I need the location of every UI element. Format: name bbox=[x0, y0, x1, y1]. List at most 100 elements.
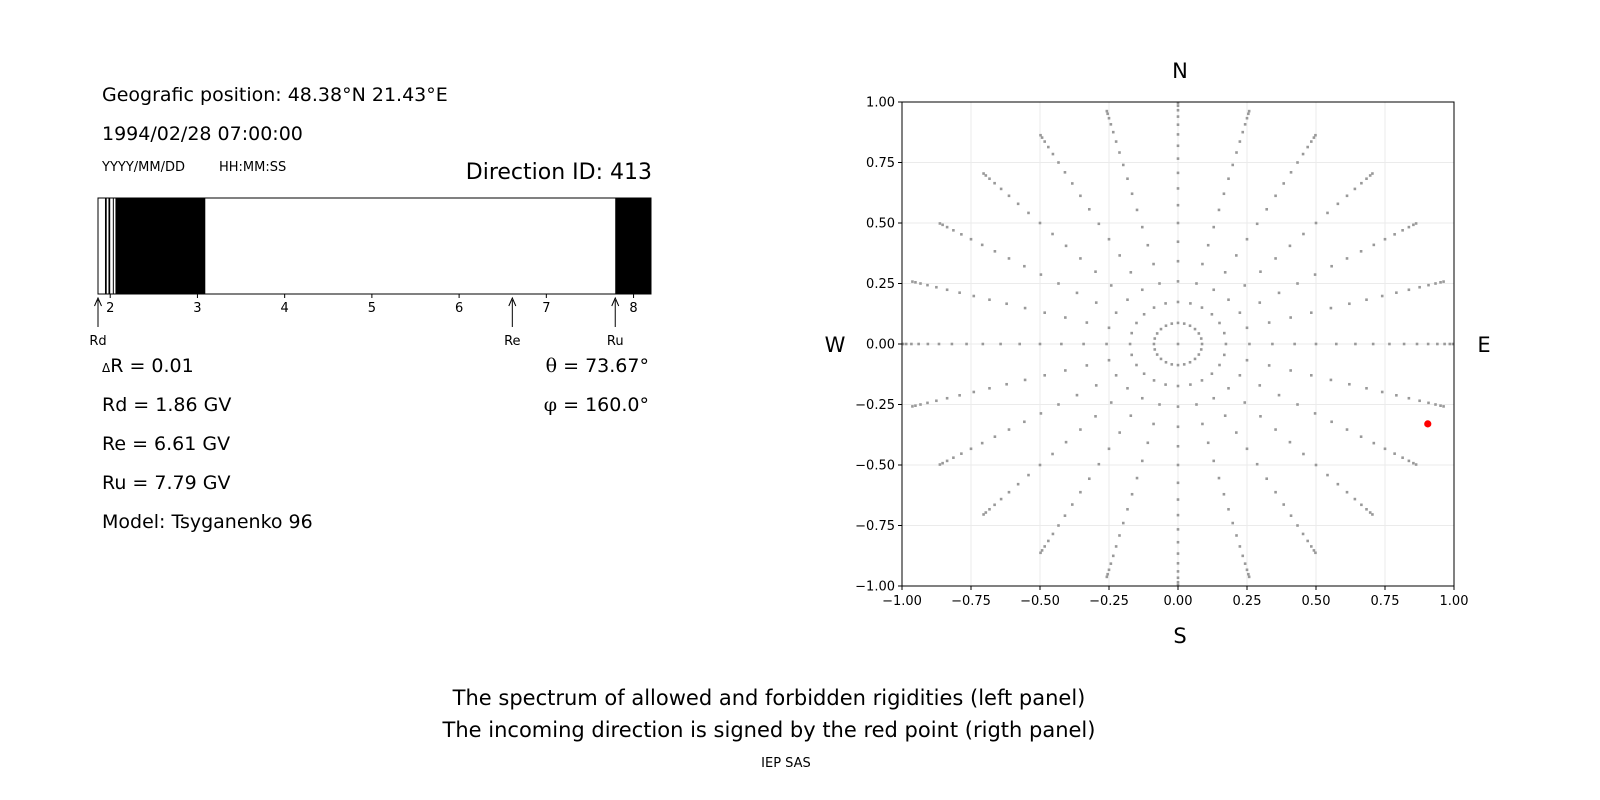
direction-point bbox=[1258, 384, 1262, 387]
direction-point bbox=[988, 177, 991, 181]
direction-point bbox=[1227, 386, 1230, 390]
direction-point bbox=[1255, 462, 1259, 466]
direction-point bbox=[1075, 291, 1079, 295]
direction-point bbox=[1063, 171, 1067, 174]
x-tick-label: −1.00 bbox=[882, 594, 922, 609]
direction-point bbox=[1155, 353, 1159, 356]
date-format-label: YYYY/MM/DD bbox=[102, 160, 185, 175]
direction-point bbox=[1348, 302, 1351, 306]
direction-point bbox=[1243, 401, 1247, 404]
x-tick-label: 0.75 bbox=[1371, 594, 1400, 609]
direction-point bbox=[1126, 177, 1129, 181]
direction-point bbox=[1383, 447, 1387, 451]
direction-point bbox=[1176, 123, 1180, 126]
direction-point bbox=[1243, 123, 1247, 126]
direction-point bbox=[901, 342, 905, 346]
x-tick-label: −0.75 bbox=[951, 594, 991, 609]
direction-point bbox=[1241, 130, 1245, 134]
direction-point bbox=[926, 342, 930, 346]
direction-point bbox=[1265, 477, 1269, 481]
direction-point bbox=[1176, 104, 1180, 107]
direction-point bbox=[982, 172, 985, 175]
direction-point bbox=[1176, 300, 1180, 304]
direction-point bbox=[960, 233, 963, 236]
direction-point bbox=[1330, 264, 1333, 268]
direction-point bbox=[1129, 271, 1133, 274]
direction-point bbox=[1282, 182, 1286, 185]
phi-value: φ = 160.0° bbox=[544, 394, 649, 416]
marker-label-re: Re bbox=[504, 334, 520, 349]
direction-point bbox=[1023, 306, 1027, 310]
direction-point bbox=[1158, 282, 1161, 285]
direction-point bbox=[1188, 324, 1192, 328]
direction-point bbox=[1107, 237, 1111, 241]
direction-point bbox=[1258, 301, 1262, 304]
direction-point bbox=[1079, 428, 1082, 431]
direction-point bbox=[1426, 342, 1430, 346]
direction-point bbox=[1118, 534, 1121, 537]
direction-point bbox=[1176, 562, 1180, 565]
direction-point bbox=[1255, 222, 1259, 226]
direction-point bbox=[993, 250, 997, 253]
direction-point bbox=[1306, 145, 1309, 149]
y-tick-label: −1.00 bbox=[855, 580, 895, 595]
direction-point bbox=[1306, 539, 1309, 543]
direction-point bbox=[1439, 281, 1442, 284]
direction-point bbox=[917, 342, 920, 346]
direction-point bbox=[1039, 551, 1042, 555]
direction-point bbox=[1038, 221, 1042, 225]
direction-point bbox=[1301, 532, 1305, 536]
direction-point bbox=[999, 497, 1003, 501]
direction-point bbox=[1176, 425, 1180, 429]
direction-point bbox=[1415, 342, 1419, 346]
direction-point bbox=[1182, 322, 1186, 325]
direction-point bbox=[1282, 503, 1286, 506]
direction-point bbox=[1314, 221, 1318, 225]
direction-point bbox=[1393, 233, 1396, 236]
direction-point bbox=[1245, 568, 1249, 572]
direction-point bbox=[1223, 414, 1227, 417]
spectrum-markers: Rd Re Ru bbox=[90, 296, 624, 349]
direction-point bbox=[1176, 171, 1180, 175]
direction-point bbox=[1114, 311, 1118, 314]
direction-point bbox=[1274, 428, 1277, 431]
direction-point bbox=[938, 222, 942, 225]
direction-point bbox=[1227, 177, 1230, 181]
direction-point bbox=[1057, 161, 1060, 164]
direction-point bbox=[1176, 342, 1180, 346]
ru-value: Ru = 7.79 GV bbox=[102, 472, 231, 494]
direction-point bbox=[1271, 342, 1274, 346]
direction-point bbox=[1097, 222, 1101, 226]
direction-point bbox=[1407, 459, 1411, 463]
direction-point bbox=[1238, 545, 1242, 548]
direction-point bbox=[1238, 140, 1242, 143]
y-tick-label: −0.25 bbox=[855, 398, 895, 413]
direction-point bbox=[993, 503, 996, 507]
direction-point bbox=[919, 403, 922, 406]
direction-point bbox=[1057, 524, 1060, 527]
direction-point bbox=[1388, 342, 1391, 346]
direction-point bbox=[1309, 311, 1313, 314]
direction-point bbox=[1241, 554, 1245, 558]
direction-point bbox=[1038, 463, 1042, 467]
direction-point bbox=[1051, 532, 1055, 536]
direction-point bbox=[1079, 490, 1082, 494]
direction-point bbox=[904, 342, 908, 346]
direction-point bbox=[1176, 570, 1180, 573]
direction-point bbox=[911, 405, 914, 408]
direction-point bbox=[1070, 503, 1074, 506]
direction-point bbox=[1075, 393, 1079, 397]
direction-point bbox=[1217, 208, 1221, 212]
direction-point bbox=[1176, 321, 1180, 325]
direction-point bbox=[1176, 576, 1180, 580]
direction-point bbox=[1359, 435, 1363, 438]
direction-point bbox=[1245, 447, 1249, 451]
direction-point bbox=[1442, 405, 1445, 408]
forbidden-band bbox=[104, 198, 107, 294]
direction-point bbox=[1360, 181, 1363, 185]
direction-point bbox=[1016, 482, 1020, 486]
direction-point bbox=[1380, 294, 1384, 298]
x-tick-label: 0.50 bbox=[1302, 594, 1331, 609]
delta-r-text: R = 0.01 bbox=[110, 355, 194, 377]
direction-point bbox=[1051, 152, 1055, 156]
